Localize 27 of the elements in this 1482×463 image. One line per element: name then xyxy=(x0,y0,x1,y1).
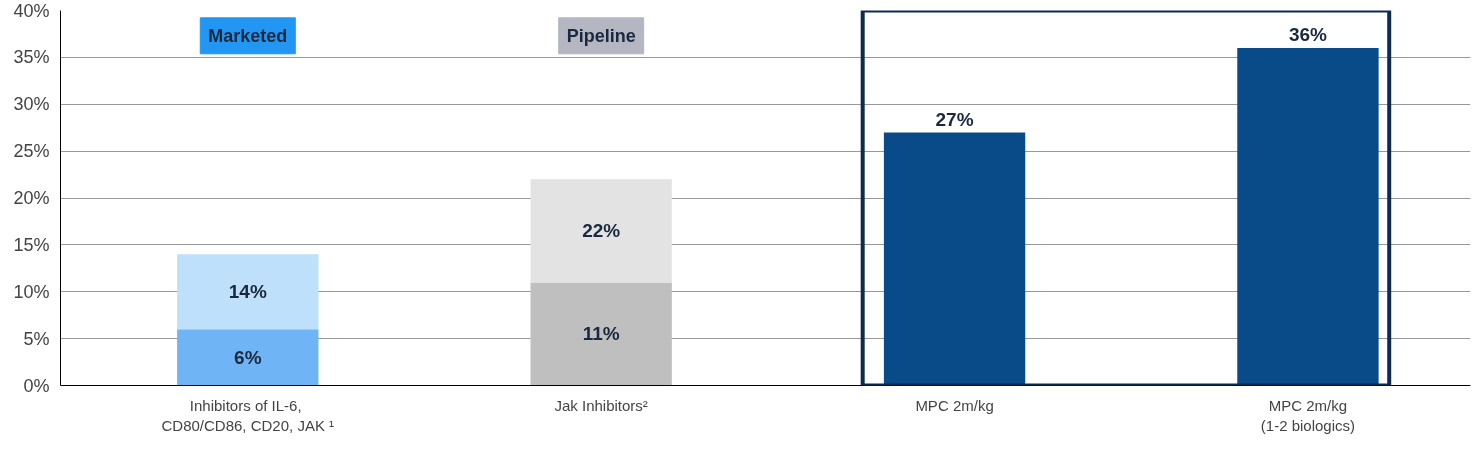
y-tick-label: 40% xyxy=(13,0,50,21)
data-label: 27% xyxy=(935,108,974,130)
x-tick-label: MPC 2m/kg (1-2 biologics) xyxy=(1260,396,1356,434)
data-label: 11% xyxy=(582,323,620,345)
bar xyxy=(530,179,672,283)
annotation: Marketed xyxy=(208,25,288,46)
bar xyxy=(177,254,319,330)
y-tick-label: 25% xyxy=(13,141,50,162)
bar xyxy=(1237,48,1379,386)
x-tick-label: MPC 2m/kg xyxy=(915,396,994,414)
y-tick-label: 20% xyxy=(13,188,50,208)
data-label: 6% xyxy=(234,346,262,368)
data-label: 36% xyxy=(1288,24,1328,46)
total-label: 22% xyxy=(582,220,621,242)
bar xyxy=(177,329,319,386)
y-tick-label: 5% xyxy=(23,328,50,349)
bar xyxy=(883,132,1026,386)
y-tick-label: 30% xyxy=(13,94,50,115)
total-label: 14% xyxy=(228,281,267,303)
x-tick-label: Inhibitors of IL-6, CD80/CD86, CD20, JAK ¹ xyxy=(161,396,335,434)
annotation: Pipeline xyxy=(566,25,636,46)
y-tick-label: 0% xyxy=(23,375,50,396)
bar xyxy=(530,282,672,386)
y-tick-label: 10% xyxy=(13,281,50,302)
y-tick-label: 15% xyxy=(13,234,50,255)
y-tick-label: 35% xyxy=(13,47,50,68)
x-tick-label: Jak Inhibitors² xyxy=(554,396,648,414)
